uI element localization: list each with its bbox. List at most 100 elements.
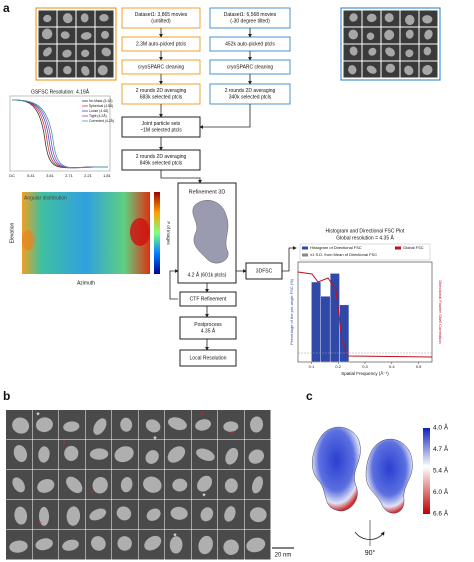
class-average-blob xyxy=(60,31,70,39)
class-average-blob xyxy=(37,479,55,493)
class-average-blob xyxy=(14,506,28,525)
flow-text: 340k selected ptcls xyxy=(229,95,272,101)
class-average-blob xyxy=(12,477,25,493)
class-average-blob xyxy=(423,46,432,56)
class-average-blob xyxy=(100,30,110,39)
plot-title: GSFSC Resolution: 4.19Å xyxy=(31,88,90,95)
class-average-blob xyxy=(120,417,133,432)
star: * xyxy=(200,410,204,420)
flow-text: 2.3M auto-picked ptcls xyxy=(136,41,187,47)
class-average-blob xyxy=(120,476,133,493)
legend-text: ±1 S.D. from Mean of Directional FSC xyxy=(310,252,377,257)
colorbar-tick-label: 5.4 Å xyxy=(433,466,449,475)
class-average-blob xyxy=(348,65,357,75)
class-average-blob xyxy=(252,476,263,494)
density-map xyxy=(192,200,229,264)
star: * xyxy=(36,410,40,420)
axis-label: Elevation xyxy=(9,223,15,244)
class-average-blob xyxy=(198,535,213,555)
class-average-blob xyxy=(368,47,377,56)
class-average-blob xyxy=(249,416,264,433)
flow-text: 2 rounds 2D averaging xyxy=(136,88,187,94)
flow-text: (untilted) xyxy=(151,19,171,25)
legend-swatch xyxy=(302,246,308,250)
class-average-blob xyxy=(62,13,73,24)
class-average-blob xyxy=(80,32,92,40)
class-average-blob xyxy=(405,14,415,26)
axis-label: # of images xyxy=(166,221,171,245)
class-average-blob xyxy=(144,535,162,551)
class-average-blob xyxy=(9,540,28,553)
class-average-blob xyxy=(43,14,52,23)
flow-text: 683k selected ptcls xyxy=(140,95,183,101)
class-average-blob xyxy=(38,446,50,463)
class-average-blob xyxy=(172,478,188,492)
class-average-blob xyxy=(145,419,161,433)
colorbar-tick-label: 4.0 Å xyxy=(433,423,449,432)
class-average-blob xyxy=(62,49,72,58)
legend-swatch xyxy=(395,246,401,250)
class-average-blob xyxy=(167,417,187,431)
class-average-blob xyxy=(195,419,212,431)
class-average-blob xyxy=(43,47,52,57)
class-average-blob xyxy=(39,506,50,526)
heatmap xyxy=(22,192,150,274)
legend-text: Tight (4.2Å) xyxy=(89,113,107,118)
class-average-blob xyxy=(81,65,90,76)
x-tick-label: 1.81 xyxy=(103,173,112,178)
class-average-blob xyxy=(145,450,159,464)
panel-label: a xyxy=(3,1,10,15)
class-average-blob xyxy=(66,476,83,494)
class-average-blob xyxy=(143,476,162,493)
class-average-blob xyxy=(223,539,239,555)
class-average-blob xyxy=(225,447,239,465)
local-res-map xyxy=(365,439,413,514)
class-average-blob xyxy=(170,506,188,520)
heatmap-hotspot xyxy=(22,230,34,250)
arrow xyxy=(169,269,179,300)
plot-title: Angular distribution xyxy=(24,195,67,201)
fsc-plot xyxy=(9,95,111,172)
class-average-blob xyxy=(43,66,53,76)
legend-text: Spherical (4.5Å) xyxy=(89,103,113,108)
class-average-blob xyxy=(249,507,267,523)
arrow xyxy=(282,246,297,272)
class-average-blob xyxy=(114,446,134,463)
colorbar xyxy=(423,428,430,514)
class-average-blob xyxy=(64,445,79,461)
flow-text: (-30 degree tilted) xyxy=(230,19,270,25)
class-average-blob xyxy=(90,536,106,551)
class-average-blob xyxy=(366,65,377,74)
colorbar-tick-label: 6.0 Å xyxy=(433,487,449,496)
star: * xyxy=(202,491,206,501)
panel-label: b xyxy=(3,389,10,403)
legend-swatch xyxy=(302,253,308,257)
class-average-blob xyxy=(197,475,213,492)
class-average-blob xyxy=(223,421,239,432)
axis-label: Spatial Frequency (Å⁻¹) xyxy=(341,370,389,376)
class-average-frame xyxy=(340,7,441,81)
x-tick-label: 2.71 xyxy=(65,173,74,178)
flow-text: Refinement 3D xyxy=(189,189,226,195)
flow-text: 3DFSC xyxy=(256,268,273,274)
x-tick-label: 3.61 xyxy=(46,173,55,178)
histogram-bar xyxy=(339,304,350,363)
class-average-blob xyxy=(196,448,215,461)
histogram-bar xyxy=(311,281,321,363)
histogram-bar xyxy=(320,296,331,363)
flow-text: Postprocess xyxy=(194,322,222,328)
class-average-blob xyxy=(405,29,414,39)
class-average-blob xyxy=(348,29,358,40)
class-average-blob xyxy=(384,13,394,23)
flow-text: ~1M selected ptcls xyxy=(140,128,182,134)
fsc-curve xyxy=(11,99,109,169)
class-average-blob xyxy=(92,476,108,494)
axis-label: Percentage of the per-angle FSC (%) xyxy=(289,278,294,345)
flow-text: 452k auto-picked ptcls xyxy=(225,41,275,47)
class-average-blob xyxy=(63,65,72,75)
axis-label: Directional Fourier Shell Correlation xyxy=(438,280,443,343)
class-average-blob xyxy=(97,65,108,76)
arrow xyxy=(160,170,202,184)
class-average-blob xyxy=(422,65,433,75)
